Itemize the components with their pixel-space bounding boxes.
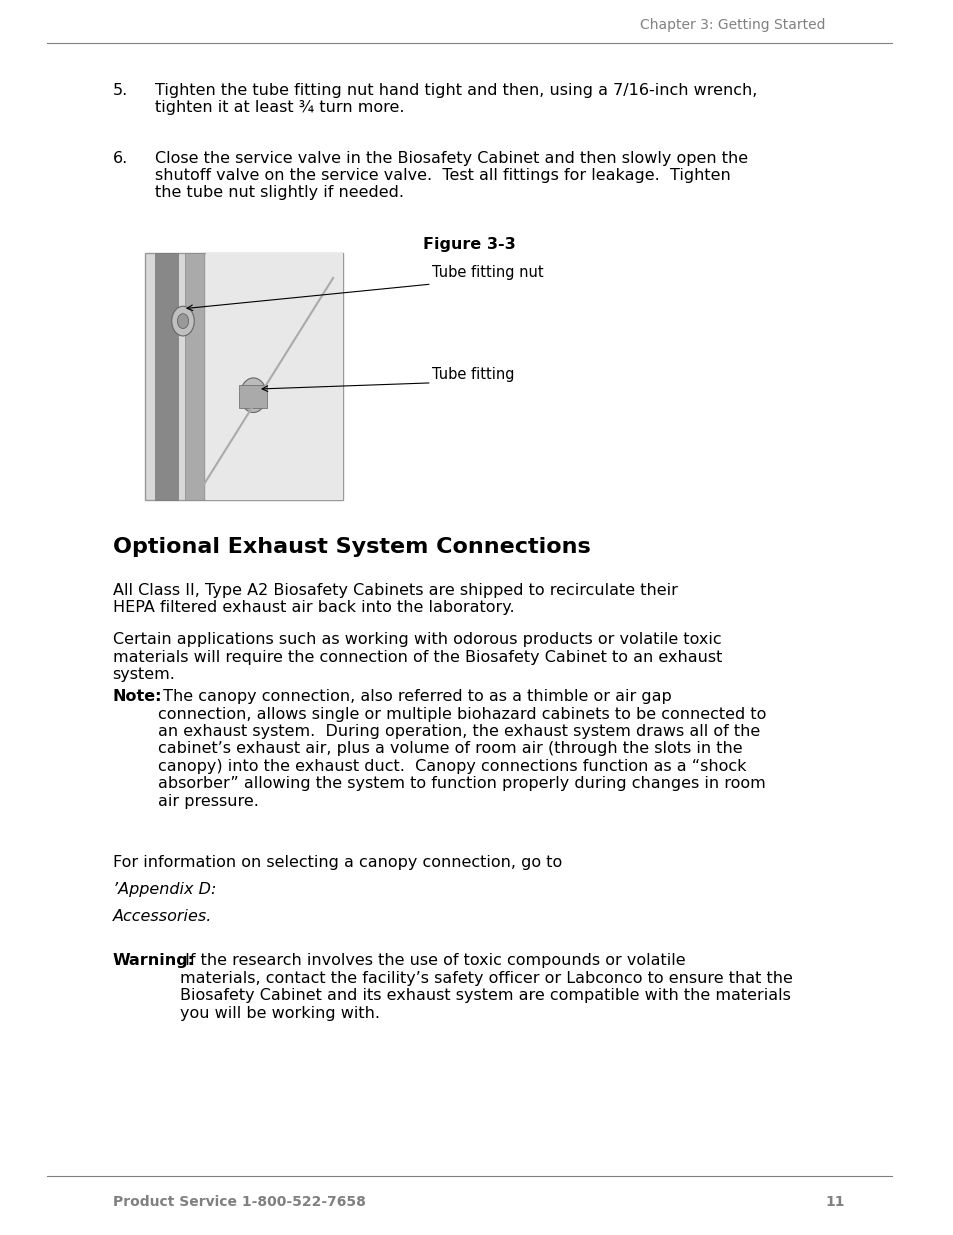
- Text: Chapter 3: Getting Started: Chapter 3: Getting Started: [639, 19, 825, 32]
- Text: ’Appendix D:: ’Appendix D:: [112, 882, 215, 897]
- Text: Optional Exhaust System Connections: Optional Exhaust System Connections: [112, 537, 590, 557]
- Circle shape: [177, 314, 189, 329]
- Text: Accessories.: Accessories.: [112, 909, 212, 924]
- Bar: [154, 253, 178, 500]
- Text: 5.: 5.: [112, 83, 128, 98]
- Circle shape: [240, 378, 266, 412]
- Text: Product Service 1-800-522-7658: Product Service 1-800-522-7658: [112, 1195, 365, 1209]
- Text: Tube fitting: Tube fitting: [432, 367, 514, 382]
- Text: All Class II, Type A2 Biosafety Cabinets are shipped to recirculate their
HEPA f: All Class II, Type A2 Biosafety Cabinets…: [112, 583, 677, 615]
- Text: 6.: 6.: [112, 151, 128, 165]
- Bar: [239, 385, 267, 408]
- FancyBboxPatch shape: [145, 253, 342, 500]
- Circle shape: [247, 387, 260, 404]
- Text: Close the service valve in the Biosafety Cabinet and then slowly open the
shutof: Close the service valve in the Biosafety…: [154, 151, 747, 200]
- Bar: [206, 253, 342, 500]
- Text: For information on selecting a canopy connection, go to: For information on selecting a canopy co…: [112, 855, 566, 869]
- Text: 11: 11: [825, 1195, 844, 1209]
- Text: Tighten the tube fitting nut hand tight and then, using a 7/16-inch wrench,
tigh: Tighten the tube fitting nut hand tight …: [154, 83, 757, 115]
- Text: Tube fitting nut: Tube fitting nut: [432, 266, 543, 280]
- Text: If the research involves the use of toxic compounds or volatile
materials, conta: If the research involves the use of toxi…: [180, 953, 792, 1020]
- Text: Note:: Note:: [112, 689, 162, 704]
- Text: Warning:: Warning:: [112, 953, 194, 968]
- Text: The canopy connection, also referred to as a thimble or air gap
connection, allo: The canopy connection, also referred to …: [157, 689, 765, 809]
- Bar: [185, 253, 203, 500]
- Text: Certain applications such as working with odorous products or volatile toxic
mat: Certain applications such as working wit…: [112, 632, 721, 682]
- Circle shape: [172, 306, 194, 336]
- Text: Figure 3-3: Figure 3-3: [422, 237, 515, 252]
